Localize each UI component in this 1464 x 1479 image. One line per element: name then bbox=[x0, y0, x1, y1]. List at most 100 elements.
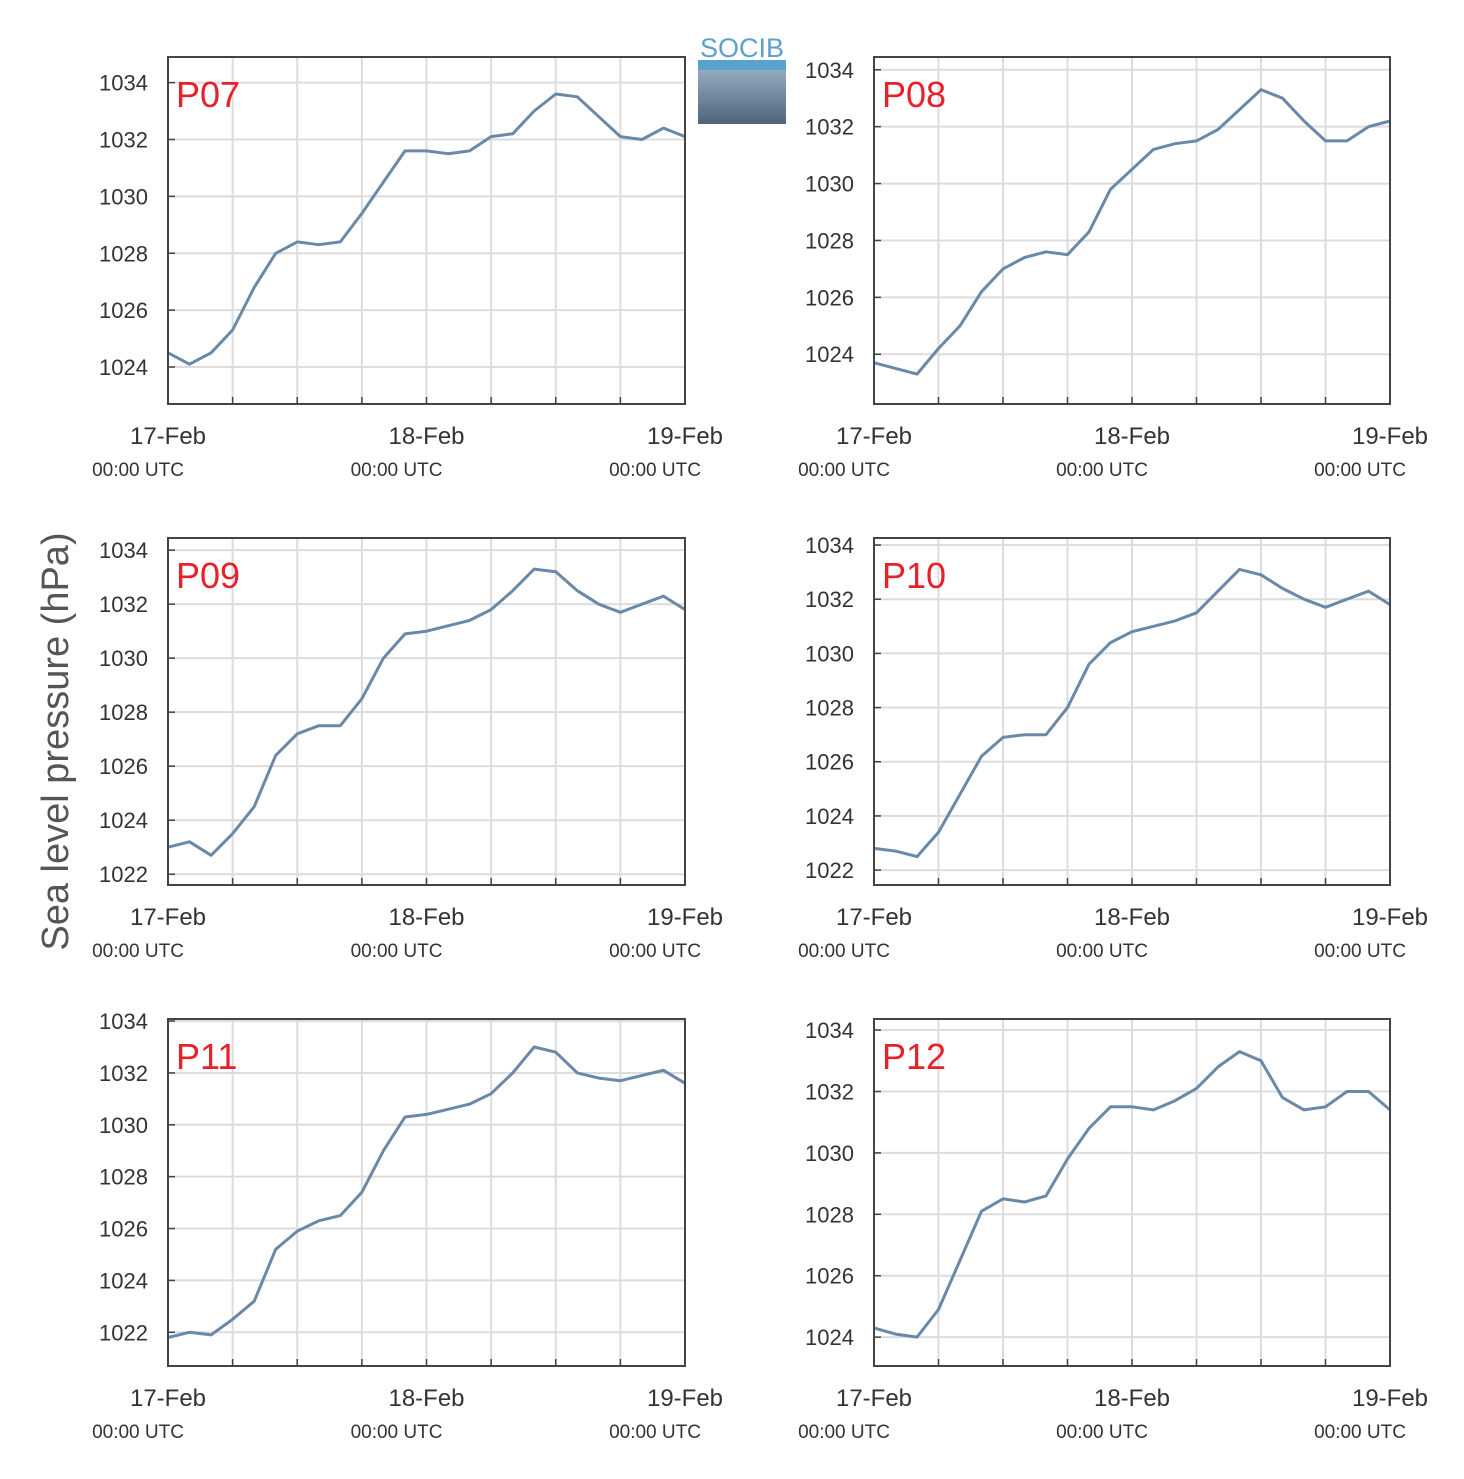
y-axis-label: Sea level pressure (hPa) bbox=[35, 532, 77, 950]
y-tick-label: 1024 bbox=[805, 1325, 854, 1350]
x-tick-sublabel: 00:00 UTC bbox=[1314, 1422, 1406, 1443]
y-tick-label: 1026 bbox=[99, 298, 148, 323]
y-tick-label: 1024 bbox=[99, 1268, 148, 1293]
y-tick-label: 1034 bbox=[99, 1009, 148, 1034]
panel: 1022 1024 1026 1028 1030 1032 1034 17-Feb 00:00 … bbox=[92, 1009, 723, 1443]
x-tick-sublabel: 00:00 UTC bbox=[609, 1422, 701, 1443]
y-tick-label: 1028 bbox=[99, 1165, 148, 1190]
plot-frame bbox=[167, 537, 686, 886]
logo-box bbox=[698, 62, 786, 124]
plot-frame bbox=[873, 56, 1391, 405]
x-tick-label: 18-Feb bbox=[388, 904, 464, 931]
plot-frame bbox=[873, 537, 1391, 886]
pressure-line bbox=[873, 1050, 1391, 1339]
pressure-line bbox=[167, 1045, 686, 1339]
panel-title: P07 bbox=[176, 74, 240, 115]
x-tick-label: 19-Feb bbox=[1352, 1385, 1428, 1412]
y-tick-label: 1034 bbox=[805, 58, 854, 83]
x-tick-label: 17-Feb bbox=[130, 1385, 206, 1412]
y-tick-label: 1028 bbox=[805, 1202, 854, 1227]
panel: 1022 1024 1026 1028 1030 1032 1034 17-Feb 00:00 … bbox=[798, 533, 1428, 962]
x-tick-label: 17-Feb bbox=[836, 423, 912, 450]
y-tick-label: 1028 bbox=[99, 700, 148, 725]
y-tick-label: 1026 bbox=[99, 1217, 148, 1242]
panel: 1024 1026 1028 1030 1032 1034 17-Feb 00:00 UTC 1… bbox=[798, 56, 1428, 481]
x-tick-label: 18-Feb bbox=[1094, 1385, 1170, 1412]
x-tick-sublabel: 00:00 UTC bbox=[1056, 460, 1148, 481]
panel-title: P10 bbox=[882, 555, 946, 596]
y-tick-label: 1028 bbox=[805, 228, 854, 253]
y-tick-label: 1034 bbox=[805, 1018, 854, 1043]
panel: 1022 1024 1026 1028 1030 1032 1034 17-Feb 00:00 … bbox=[35, 532, 723, 962]
pressure-line bbox=[167, 92, 686, 366]
x-tick-label: 19-Feb bbox=[647, 1385, 723, 1412]
y-tick-label: 1034 bbox=[99, 71, 148, 96]
x-tick-sublabel: 00:00 UTC bbox=[1314, 941, 1406, 962]
x-tick-label: 19-Feb bbox=[1352, 423, 1428, 450]
x-tick-sublabel: 00:00 UTC bbox=[92, 941, 184, 962]
y-tick-label: 1024 bbox=[805, 804, 854, 829]
logo: SOCIB bbox=[698, 33, 786, 124]
x-tick-label: 18-Feb bbox=[388, 423, 464, 450]
y-tick-label: 1032 bbox=[805, 587, 854, 612]
x-tick-sublabel: 00:00 UTC bbox=[798, 1422, 890, 1443]
x-tick-label: 18-Feb bbox=[1094, 423, 1170, 450]
pressure-line bbox=[873, 88, 1391, 376]
panel-title: P12 bbox=[882, 1036, 946, 1077]
x-tick-label: 17-Feb bbox=[130, 423, 206, 450]
x-tick-label: 17-Feb bbox=[130, 904, 206, 931]
y-tick-label: 1026 bbox=[99, 754, 148, 779]
y-tick-label: 1030 bbox=[99, 1113, 148, 1138]
x-tick-sublabel: 00:00 UTC bbox=[1056, 1422, 1148, 1443]
y-tick-label: 1026 bbox=[805, 750, 854, 775]
y-tick-label: 1026 bbox=[805, 1264, 854, 1289]
x-tick-sublabel: 00:00 UTC bbox=[609, 460, 701, 481]
x-tick-label: 19-Feb bbox=[647, 904, 723, 931]
y-tick-label: 1034 bbox=[805, 533, 854, 558]
y-tick-label: 1026 bbox=[805, 285, 854, 310]
y-tick-label: 1030 bbox=[99, 184, 148, 209]
x-tick-label: 17-Feb bbox=[836, 1385, 912, 1412]
x-tick-label: 17-Feb bbox=[836, 904, 912, 931]
x-tick-label: 18-Feb bbox=[1094, 904, 1170, 931]
y-tick-label: 1022 bbox=[99, 862, 148, 887]
x-tick-sublabel: 00:00 UTC bbox=[351, 941, 443, 962]
x-tick-label: 19-Feb bbox=[1352, 904, 1428, 931]
plot-frame bbox=[167, 1018, 686, 1367]
y-tick-label: 1032 bbox=[805, 115, 854, 140]
y-tick-label: 1022 bbox=[805, 858, 854, 883]
x-tick-sublabel: 00:00 UTC bbox=[1056, 941, 1148, 962]
x-tick-label: 18-Feb bbox=[388, 1385, 464, 1412]
panel: 1024 1026 1028 1030 1032 1034 17-Feb 00:00 UTC 1… bbox=[798, 1018, 1428, 1443]
x-tick-sublabel: 00:00 UTC bbox=[351, 1422, 443, 1443]
pressure-line bbox=[873, 567, 1391, 859]
y-tick-label: 1032 bbox=[99, 127, 148, 152]
logo-text: SOCIB bbox=[700, 33, 784, 63]
pressure-line bbox=[167, 567, 686, 857]
y-tick-label: 1030 bbox=[99, 646, 148, 671]
y-tick-label: 1024 bbox=[99, 808, 148, 833]
panel-title: P08 bbox=[882, 74, 946, 115]
plot-frame bbox=[167, 56, 686, 405]
panel-title: P11 bbox=[176, 1036, 237, 1077]
y-tick-label: 1030 bbox=[805, 172, 854, 197]
y-tick-label: 1028 bbox=[805, 696, 854, 721]
y-tick-label: 1024 bbox=[99, 355, 148, 380]
panel: 1024 1026 1028 1030 1032 1034 17-Feb 00:00 UTC 1… bbox=[92, 56, 723, 481]
x-tick-sublabel: 00:00 UTC bbox=[798, 460, 890, 481]
x-tick-sublabel: 00:00 UTC bbox=[798, 941, 890, 962]
y-tick-label: 1030 bbox=[805, 1141, 854, 1166]
x-tick-sublabel: 00:00 UTC bbox=[609, 941, 701, 962]
y-tick-label: 1024 bbox=[805, 342, 854, 367]
y-tick-label: 1030 bbox=[805, 641, 854, 666]
y-tick-label: 1032 bbox=[99, 1061, 148, 1086]
logo-band bbox=[698, 60, 786, 70]
plot-frame bbox=[873, 1018, 1391, 1367]
x-tick-sublabel: 00:00 UTC bbox=[1314, 460, 1406, 481]
x-tick-sublabel: 00:00 UTC bbox=[92, 460, 184, 481]
x-tick-sublabel: 00:00 UTC bbox=[351, 460, 443, 481]
x-tick-label: 19-Feb bbox=[647, 423, 723, 450]
x-tick-sublabel: 00:00 UTC bbox=[92, 1422, 184, 1443]
y-tick-label: 1022 bbox=[99, 1320, 148, 1345]
